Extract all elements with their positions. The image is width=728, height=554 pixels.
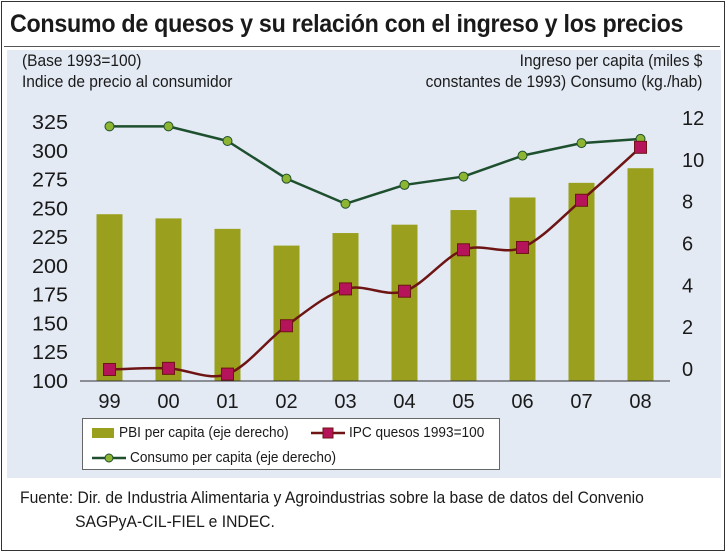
point-consumo-04 bbox=[399, 179, 410, 190]
bar-pbi-07 bbox=[568, 182, 595, 381]
point-consumo-07 bbox=[576, 138, 587, 149]
bar-pbi-01 bbox=[214, 228, 241, 381]
bar-pbi-04 bbox=[391, 224, 418, 381]
x-tick-07: 07 bbox=[570, 391, 592, 413]
legend-label-ipc: IPC quesos 1993=100 bbox=[349, 425, 485, 441]
point-consumo-99 bbox=[104, 121, 115, 132]
x-tick-06: 06 bbox=[511, 391, 533, 413]
point-ipc-00 bbox=[162, 361, 175, 375]
left-axis-note: (Base 1993=100) Indice de precio al cons… bbox=[22, 51, 232, 93]
bar-pbi-06 bbox=[509, 197, 536, 381]
x-tick-00: 00 bbox=[157, 391, 179, 413]
legend-swatch-consumo-marker bbox=[104, 453, 114, 463]
legend-swatch-ipc-marker bbox=[322, 427, 334, 439]
y-right-tick-10: 10 bbox=[682, 150, 704, 172]
x-tick-02: 02 bbox=[275, 391, 297, 413]
point-consumo-01 bbox=[222, 136, 233, 147]
point-ipc-05 bbox=[457, 243, 470, 257]
legend-swatches bbox=[92, 427, 345, 463]
legend-label-pbi: PBI per capita (eje derecho) bbox=[119, 425, 289, 441]
point-consumo-02 bbox=[281, 173, 292, 184]
source-line-2: SAGPyA-CIL-FIEL e INDEC. bbox=[75, 513, 275, 531]
line-ipc-quesos bbox=[109, 146, 642, 378]
point-ipc-01 bbox=[221, 367, 234, 381]
x-tick-05: 05 bbox=[452, 391, 474, 413]
x-tick-03: 03 bbox=[334, 391, 356, 413]
y-left-tick-200: 200 bbox=[32, 256, 68, 278]
y-right-tick-4: 4 bbox=[682, 275, 693, 297]
y-left-tick-100: 100 bbox=[32, 371, 68, 393]
point-ipc-02 bbox=[280, 319, 293, 333]
chart-title: Consumo de quesos y su relación con el i… bbox=[10, 10, 684, 38]
y-left-tick-150: 150 bbox=[32, 313, 68, 335]
y-right-tick-0: 0 bbox=[682, 359, 693, 381]
bar-pbi-99 bbox=[96, 214, 123, 381]
title-divider bbox=[4, 46, 720, 47]
right-axis-note-line-1: Ingreso per capita (miles $ bbox=[519, 52, 702, 70]
point-consumo-00 bbox=[163, 121, 174, 132]
right-axis-note-line-2: constantes de 1993) Consumo (kg./hab) bbox=[425, 73, 702, 91]
left-axis-note-line-2: Indice de precio al consumidor bbox=[22, 73, 233, 91]
x-tick-01: 01 bbox=[216, 391, 238, 413]
y-left-tick-125: 125 bbox=[32, 342, 68, 364]
y-right-tick-8: 8 bbox=[682, 192, 693, 214]
point-ipc-03 bbox=[339, 282, 352, 296]
source-line-1: Fuente: Dir. de Industria Alimentaria y … bbox=[20, 489, 644, 507]
legend-label-consumo: Consumo per capita (eje derecho) bbox=[130, 450, 337, 466]
x-tick-04: 04 bbox=[393, 391, 415, 413]
bar-pbi-03 bbox=[332, 233, 359, 381]
y-left-tick-175: 175 bbox=[32, 285, 68, 307]
y-left-tick-325: 325 bbox=[32, 112, 68, 134]
source-note: Fuente: Dir. de Industria Alimentaria y … bbox=[20, 486, 644, 534]
point-ipc-99 bbox=[103, 362, 116, 376]
legend-swatch-pbi bbox=[92, 428, 114, 438]
y-left-tick-250: 250 bbox=[32, 198, 68, 220]
left-axis-note-line-1: (Base 1993=100) bbox=[22, 52, 142, 70]
point-ipc-07 bbox=[575, 193, 588, 207]
bar-pbi-00 bbox=[155, 218, 182, 381]
right-axis-note: Ingreso per capita (miles $ constantes d… bbox=[425, 51, 702, 93]
y-right-tick-12: 12 bbox=[682, 108, 704, 130]
x-tick-99: 99 bbox=[98, 391, 120, 413]
point-ipc-04 bbox=[398, 284, 411, 298]
legend: PBI per capita (eje derecho) IPC quesos … bbox=[82, 418, 500, 470]
bar-pbi-02 bbox=[273, 245, 300, 381]
line-consumo bbox=[109, 125, 641, 206]
bar-pbi-08 bbox=[627, 168, 654, 381]
point-consumo-06 bbox=[517, 150, 528, 161]
y-left-tick-225: 225 bbox=[32, 227, 68, 249]
y-right-tick-2: 2 bbox=[682, 317, 693, 339]
plot-background bbox=[7, 50, 721, 478]
point-ipc-06 bbox=[516, 240, 529, 254]
y-right-tick-6: 6 bbox=[682, 234, 693, 256]
y-left-tick-275: 275 bbox=[32, 170, 68, 192]
y-left-tick-300: 300 bbox=[32, 141, 68, 163]
point-ipc-08 bbox=[634, 140, 647, 154]
x-tick-08: 08 bbox=[629, 391, 651, 413]
point-consumo-05 bbox=[458, 171, 469, 182]
bar-pbi-05 bbox=[450, 210, 477, 381]
point-consumo-03 bbox=[340, 198, 351, 209]
